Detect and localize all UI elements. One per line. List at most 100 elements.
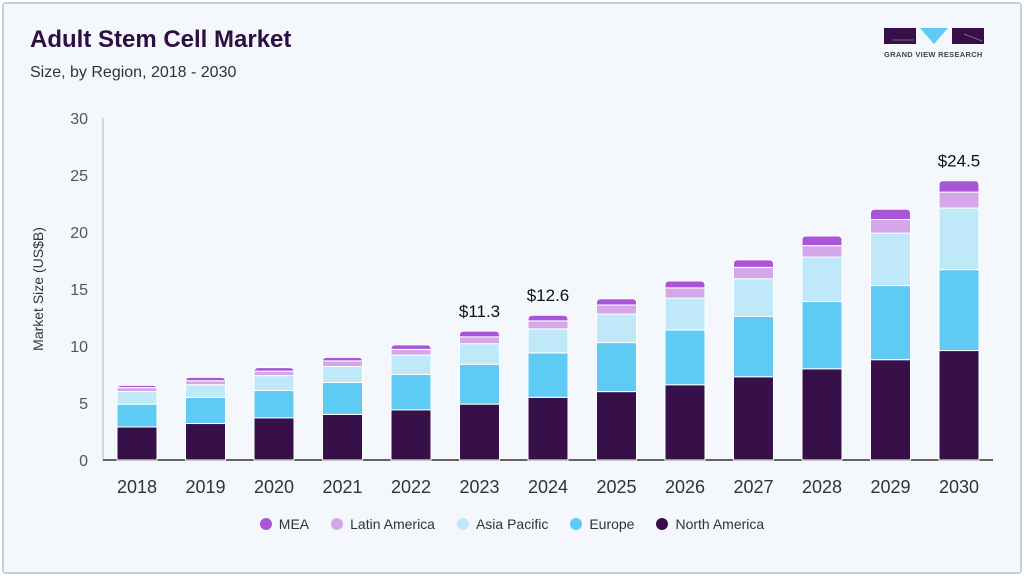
legend-item: North America [656, 516, 764, 532]
legend-swatch [259, 518, 272, 530]
bar-segment-north-america [390, 409, 432, 461]
bar-segment-north-america [322, 413, 363, 461]
y-tick-label: 15 [70, 282, 88, 299]
legend-label: Europe [589, 516, 635, 532]
bar-segment-latin-america [390, 348, 432, 356]
bar-segment-asia-pacific [390, 354, 432, 375]
bar-segment-latin-america [596, 304, 637, 315]
legend-swatch [570, 518, 583, 530]
bar-segment-north-america [596, 391, 637, 461]
bar-segment-north-america [938, 350, 980, 461]
grand-view-research-logo [884, 28, 984, 44]
data-label: $12.6 [527, 286, 570, 305]
legend-item: Latin America [331, 516, 435, 532]
x-tick-label: 2020 [254, 477, 294, 497]
x-tick-label: 2027 [733, 477, 773, 497]
bar-segment-mea [664, 280, 706, 289]
legend-swatch [331, 518, 344, 530]
bar-segment-latin-america [322, 360, 363, 368]
legend-item: Europe [570, 516, 634, 532]
legend-label: Asia Pacific [475, 516, 549, 532]
chart-subtitle: Size, by Region, 2018 - 2030 [30, 64, 237, 81]
y-tick-label: 10 [70, 339, 88, 356]
legend-label: Latin America [350, 516, 435, 532]
bar-segment-mea [116, 384, 158, 390]
x-tick-label: 2024 [528, 477, 568, 497]
bar-segment-europe [801, 301, 843, 370]
bar-segment-north-america [733, 376, 774, 461]
bar-segment-mea [733, 259, 774, 268]
bar-segment-mea [390, 344, 432, 350]
legend-label: MEA [278, 516, 310, 532]
bar-segment-north-america [870, 359, 911, 461]
bar-segment-asia-pacific [459, 343, 500, 365]
bar-segment-europe [322, 381, 363, 415]
bar-segment-europe [185, 396, 226, 425]
bar-segment-asia-pacific [116, 391, 158, 405]
logo-text: GRAND VIEW RESEARCH [884, 50, 983, 59]
bar-segment-asia-pacific [801, 256, 843, 303]
bar-segment-europe [253, 389, 295, 419]
bar-segment-asia-pacific [870, 232, 911, 287]
legend-item: Asia Pacific [456, 516, 549, 532]
y-tick-label: 5 [79, 396, 88, 413]
bar-segment-europe [733, 315, 774, 378]
bar-segment-latin-america [459, 336, 500, 345]
bar-segment-north-america [116, 426, 158, 461]
bar-segment-latin-america [938, 191, 980, 209]
bar-segment-north-america [185, 423, 226, 461]
legend-swatch [656, 518, 669, 530]
bar-segment-latin-america [870, 218, 911, 234]
bar-segment-latin-america [527, 320, 569, 330]
bar-segment-mea [938, 180, 980, 193]
chart-title: Adult Stem Cell Market [30, 26, 292, 53]
bar-segment-latin-america [801, 245, 843, 258]
bar-segment-asia-pacific [938, 207, 980, 271]
x-tick-label: 2018 [117, 477, 157, 497]
bar-segment-asia-pacific [185, 384, 226, 398]
legend-swatch [456, 518, 469, 530]
bar-segment-europe [459, 363, 500, 405]
bar-segment-mea [185, 376, 226, 382]
bar-segment-mea [801, 235, 843, 247]
bar-segment-mea [322, 356, 363, 362]
bar-segment-asia-pacific [527, 328, 569, 354]
bar-segment-europe [664, 329, 706, 386]
x-tick-label: 2023 [459, 477, 499, 497]
legend: MEA Latin America Asia Pacific Europe North … [0, 516, 1024, 532]
data-label: $11.3 [459, 302, 500, 321]
x-tick-label: 2026 [665, 477, 705, 497]
bar-segment-europe [870, 285, 911, 361]
bar-segment-mea [596, 298, 637, 306]
bar-segment-asia-pacific [596, 313, 637, 344]
bar-segment-europe [116, 403, 158, 428]
bar-segment-north-america [801, 368, 843, 461]
x-tick-label: 2022 [391, 477, 431, 497]
y-tick-label: 30 [70, 111, 88, 128]
bar-segment-mea [253, 367, 295, 372]
bar-segment-latin-america [253, 370, 295, 377]
bar-segment-asia-pacific [322, 366, 363, 383]
legend-label: North America [675, 516, 765, 532]
bar-segment-latin-america [116, 387, 158, 393]
bar-segment-latin-america [185, 380, 226, 386]
bar-segment-north-america [253, 417, 295, 461]
bar-segment-latin-america [664, 287, 706, 299]
data-label: $24.5 [938, 152, 981, 171]
bar-segment-north-america [527, 396, 569, 461]
bar-segment-europe [527, 352, 569, 398]
bar-segment-europe [596, 342, 637, 393]
x-tick-label: 2021 [322, 477, 362, 497]
bar-segment-latin-america [733, 266, 774, 280]
bar-segment-asia-pacific [733, 278, 774, 317]
bar-segment-mea [870, 208, 911, 220]
bar-segment-mea [459, 330, 500, 338]
y-tick-label: 25 [70, 168, 88, 185]
bar-segment-europe [390, 374, 432, 411]
y-tick-label: 0 [79, 453, 88, 470]
bar-segment-mea [527, 314, 569, 322]
x-tick-label: 2030 [939, 477, 979, 497]
x-tick-label: 2019 [185, 477, 225, 497]
